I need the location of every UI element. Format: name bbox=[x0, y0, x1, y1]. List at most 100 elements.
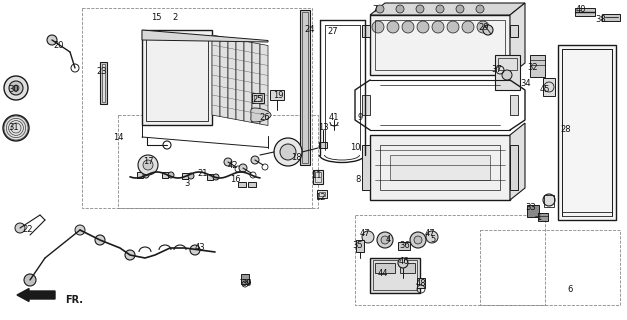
Text: 9: 9 bbox=[357, 114, 362, 123]
Bar bbox=[498, 58, 517, 70]
Text: 47: 47 bbox=[424, 228, 435, 237]
Circle shape bbox=[436, 5, 444, 13]
Bar bbox=[390, 155, 490, 180]
Circle shape bbox=[13, 85, 19, 91]
Text: FR.: FR. bbox=[65, 295, 83, 305]
Circle shape bbox=[447, 21, 459, 33]
Bar bbox=[182, 173, 188, 179]
Circle shape bbox=[410, 232, 426, 248]
Bar bbox=[602, 14, 620, 21]
Bar bbox=[362, 95, 370, 115]
Circle shape bbox=[274, 138, 302, 166]
Bar bbox=[252, 93, 264, 103]
Bar bbox=[575, 8, 595, 16]
Text: 12: 12 bbox=[315, 193, 325, 202]
Circle shape bbox=[483, 25, 493, 35]
Bar bbox=[400, 263, 415, 273]
Bar bbox=[241, 274, 249, 284]
Bar bbox=[510, 95, 518, 115]
Bar bbox=[558, 45, 616, 220]
Circle shape bbox=[190, 245, 200, 255]
Text: 19: 19 bbox=[273, 91, 283, 100]
Circle shape bbox=[251, 156, 259, 164]
Text: 5: 5 bbox=[430, 236, 436, 244]
Circle shape bbox=[362, 231, 374, 243]
Text: 25: 25 bbox=[253, 95, 263, 105]
Text: 15: 15 bbox=[150, 12, 161, 21]
Text: 1: 1 bbox=[536, 213, 542, 222]
Text: 31: 31 bbox=[9, 124, 19, 132]
Text: 40: 40 bbox=[576, 5, 586, 14]
Bar bbox=[375, 263, 395, 273]
Text: 21: 21 bbox=[198, 169, 208, 178]
Text: 18: 18 bbox=[291, 154, 302, 163]
Text: 3: 3 bbox=[184, 179, 190, 188]
Bar bbox=[527, 205, 539, 217]
Circle shape bbox=[213, 174, 219, 180]
Circle shape bbox=[125, 250, 135, 260]
Bar bbox=[562, 49, 612, 216]
Bar bbox=[530, 55, 545, 77]
Circle shape bbox=[396, 5, 404, 13]
Bar bbox=[100, 62, 107, 104]
Circle shape bbox=[280, 144, 296, 160]
FancyArrow shape bbox=[17, 289, 55, 301]
Text: 35: 35 bbox=[352, 241, 363, 250]
Circle shape bbox=[47, 35, 57, 45]
Polygon shape bbox=[370, 3, 525, 15]
Text: 48: 48 bbox=[416, 278, 426, 287]
Circle shape bbox=[426, 231, 438, 243]
Bar bbox=[373, 260, 417, 290]
Bar bbox=[362, 25, 370, 37]
Text: 36: 36 bbox=[399, 241, 411, 250]
Bar bbox=[162, 172, 168, 178]
Bar bbox=[270, 90, 284, 100]
Circle shape bbox=[95, 235, 105, 245]
Bar bbox=[370, 135, 510, 200]
Bar bbox=[510, 145, 518, 190]
Bar bbox=[398, 242, 410, 250]
Circle shape bbox=[188, 173, 194, 179]
Bar bbox=[370, 15, 510, 75]
Circle shape bbox=[502, 70, 512, 80]
Text: 37: 37 bbox=[492, 66, 502, 75]
Bar bbox=[370, 258, 420, 293]
Text: 46: 46 bbox=[399, 258, 409, 267]
Bar bbox=[380, 145, 500, 190]
Bar bbox=[417, 278, 425, 288]
Circle shape bbox=[75, 225, 85, 235]
Bar bbox=[137, 172, 143, 178]
Bar bbox=[315, 172, 321, 182]
Bar bbox=[302, 12, 308, 163]
Circle shape bbox=[4, 76, 28, 100]
Bar bbox=[248, 182, 256, 187]
Polygon shape bbox=[244, 41, 252, 123]
Circle shape bbox=[432, 21, 444, 33]
Text: 24: 24 bbox=[305, 26, 315, 35]
Text: 6: 6 bbox=[567, 284, 572, 293]
Bar bbox=[362, 145, 370, 190]
Circle shape bbox=[377, 232, 393, 248]
Text: 42: 42 bbox=[228, 161, 238, 170]
Text: 33: 33 bbox=[525, 204, 536, 212]
Circle shape bbox=[24, 274, 36, 286]
Bar bbox=[300, 10, 310, 165]
Text: 8: 8 bbox=[356, 175, 361, 185]
Bar bbox=[82, 8, 312, 208]
Polygon shape bbox=[236, 39, 244, 121]
Text: 7: 7 bbox=[372, 5, 377, 14]
Bar bbox=[319, 142, 327, 148]
Polygon shape bbox=[252, 43, 260, 124]
Text: 10: 10 bbox=[350, 143, 361, 153]
Polygon shape bbox=[251, 108, 271, 122]
Circle shape bbox=[462, 21, 474, 33]
Bar bbox=[102, 64, 105, 102]
Text: 13: 13 bbox=[318, 124, 329, 132]
Text: 44: 44 bbox=[377, 269, 388, 278]
Bar bbox=[538, 213, 548, 221]
Circle shape bbox=[9, 81, 23, 95]
Text: 34: 34 bbox=[520, 78, 531, 87]
Text: 26: 26 bbox=[260, 114, 270, 123]
Circle shape bbox=[143, 160, 153, 170]
Bar bbox=[510, 25, 518, 37]
